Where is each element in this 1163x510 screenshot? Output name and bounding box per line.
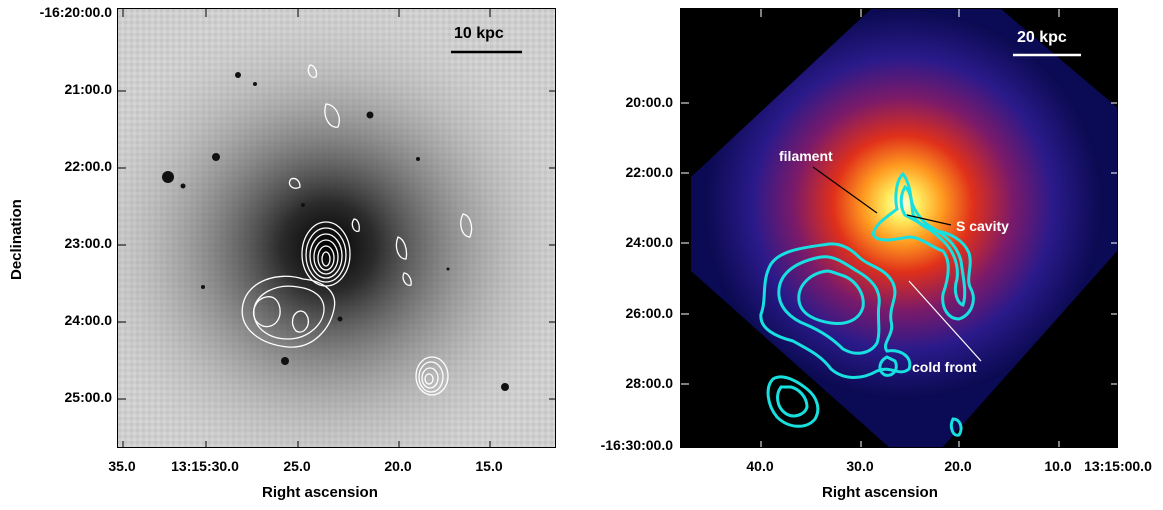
left-scale-bar-label: 10 kpc [454,25,504,42]
right-xtick-1: 30.0 [846,458,874,474]
left-xtick-3: 20.0 [384,458,412,474]
right-scale-bar-label: 20 kpc [1017,29,1067,46]
left-ytick-0: -16:20:00.0 [39,4,112,20]
left-xtick-4: 15.0 [475,458,503,474]
left-ytick-4: 24:00.0 [64,312,112,328]
right-panel-xray-image: 20 kpc filament S cavity cold front 20:0… [570,0,1163,510]
right-image-frame: 20 kpc filament S cavity cold front [680,8,1118,448]
left-xtick-2: 25.0 [283,458,311,474]
right-ytick-5: -16:30:00.0 [600,437,673,453]
right-ytick-1: 22:00.0 [625,164,673,180]
left-yaxis-label: Declination [8,199,25,280]
annotation-pointer-lines [812,166,952,226]
radio-contours-right [759,171,975,437]
radio-contours-left [241,64,473,396]
left-ytick-1: 21:00.0 [64,81,112,97]
cold-front-pointer-line [908,280,982,362]
right-ytick-4: 28:00.0 [625,375,673,391]
left-ytick-3: 23:00.0 [64,235,112,251]
right-ytick-0: 20:00.0 [625,94,673,110]
left-ytick-2: 22:00.0 [64,158,112,174]
left-xtick-0: 35.0 [108,458,136,474]
annotation-filament: filament [779,148,833,164]
right-xtick-0: 40.0 [746,458,774,474]
right-xray-image [681,9,1117,447]
left-ytick-5: 25:00.0 [64,389,112,405]
annotation-cold-front: cold front [912,359,977,375]
star-points [162,72,509,391]
left-xtick-1: 13:15:30.0 [171,458,239,474]
right-ytick-2: 24:00.0 [625,234,673,250]
right-xtick-2: 20.0 [944,458,972,474]
right-xtick-4: 13:15:00.0 [1084,458,1152,474]
annotation-s-cavity: S cavity [956,218,1009,234]
left-optical-image [118,9,555,447]
left-xaxis-label: Right ascension [262,484,378,501]
right-xtick-3: 10.0 [1044,458,1072,474]
right-ytick-3: 26:00.0 [625,305,673,321]
left-image-frame: 10 kpc [117,8,556,448]
left-panel-optical-image: 10 kpc -16:20:00.0 21:00.0 22:00.0 23:00… [0,0,570,510]
right-xaxis-label: Right ascension [822,484,938,501]
